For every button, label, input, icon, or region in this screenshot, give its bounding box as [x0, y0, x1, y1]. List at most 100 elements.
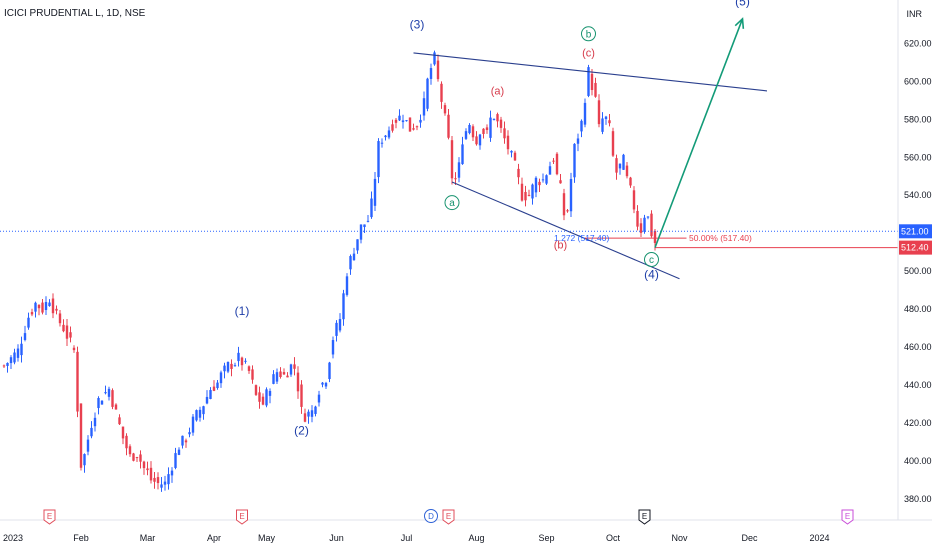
candle-body	[492, 118, 496, 120]
candle-body	[597, 100, 601, 125]
candle-body	[464, 131, 468, 139]
candle-body	[499, 119, 503, 128]
candle-body	[251, 369, 254, 380]
candle-body	[44, 302, 48, 311]
candle-body	[401, 120, 405, 123]
candle-body	[380, 142, 384, 144]
target-arrow-head	[734, 17, 745, 29]
y-tick-label: 620.00	[904, 38, 932, 48]
candle-body	[90, 427, 93, 437]
earnings-marker	[236, 509, 248, 525]
candle-body	[258, 392, 261, 402]
earnings-marker	[442, 509, 455, 525]
candle-body	[296, 372, 300, 392]
x-tick-label: 2024	[809, 533, 829, 543]
earnings-marker	[638, 509, 651, 525]
candle-body	[531, 184, 534, 199]
candle-body	[485, 127, 489, 131]
candle-body	[174, 453, 177, 468]
y-tick-label: 440.00	[904, 380, 932, 390]
wave-label-minor: c	[649, 255, 654, 266]
candle-body	[272, 374, 275, 384]
currency-label: INR	[906, 9, 923, 19]
x-tick-label: Nov	[671, 533, 688, 543]
lower-trendline	[451, 181, 680, 280]
candle-body	[345, 276, 349, 295]
candle-body	[181, 435, 184, 446]
y-tick-label: 540.00	[904, 190, 932, 200]
candle-body	[167, 474, 170, 485]
candle-body	[370, 198, 373, 218]
y-tick-label: 420.00	[904, 418, 932, 428]
candle-body	[76, 351, 79, 412]
event-marker-label: E	[239, 512, 244, 521]
candle-body	[279, 371, 282, 378]
hover-price-value: 521.00	[901, 226, 929, 236]
candle-body	[51, 298, 55, 314]
candle-body	[219, 372, 223, 384]
candle-body	[58, 313, 62, 324]
candle-body	[604, 116, 608, 120]
wave-label-sub: (c)	[582, 48, 595, 60]
candle-body	[468, 125, 471, 134]
candle-body	[237, 352, 240, 362]
event-marker-label: E	[47, 512, 52, 521]
event-marker-label: E	[446, 512, 451, 521]
candle-body	[20, 343, 23, 356]
candle-body	[27, 317, 30, 328]
candle-body	[139, 454, 142, 462]
candle-body	[352, 253, 356, 261]
y-tick-label: 500.00	[904, 266, 932, 276]
candle-body	[37, 304, 41, 309]
candle-body	[146, 468, 149, 471]
x-tick-label: Jul	[401, 533, 413, 543]
candle-body	[559, 180, 562, 184]
candle-body	[471, 126, 475, 138]
candle-body	[580, 120, 583, 132]
candle-body	[188, 432, 191, 435]
candle-body	[132, 453, 135, 461]
candle-body	[142, 461, 146, 469]
candle-body	[394, 119, 398, 123]
candle-body	[573, 143, 576, 178]
candle-body	[205, 396, 209, 404]
wave-label-sub: (b)	[554, 239, 567, 251]
candle-body	[636, 210, 639, 227]
x-tick-label: Sep	[538, 533, 554, 543]
candle-body	[65, 325, 69, 339]
y-axis: 380.00 400.00 420.00 440.00 460.00 480.00 500.…	[897, 0, 932, 520]
candle-body	[377, 141, 380, 178]
candle-body	[356, 239, 359, 251]
x-tick-label: Jun	[329, 533, 344, 543]
x-tick-label: Apr	[207, 533, 221, 543]
candle-body	[240, 357, 244, 366]
candle-body	[156, 477, 160, 484]
candle-body	[475, 136, 478, 145]
candle-body	[209, 390, 212, 399]
candle-body	[611, 131, 615, 156]
x-tick-label: 2023	[3, 533, 23, 543]
earnings-marker	[43, 509, 56, 525]
y-tick-label: 560.00	[904, 152, 932, 162]
candle-body	[244, 360, 247, 362]
x-tick-label: Oct	[606, 533, 621, 543]
candle-body	[310, 410, 314, 417]
candle-body	[153, 477, 156, 482]
x-tick-label: Feb	[73, 533, 89, 543]
candle-body	[366, 220, 370, 222]
candle-body	[594, 82, 597, 97]
last-price-box	[899, 240, 932, 255]
candle-body	[587, 67, 590, 96]
candle-body	[160, 484, 163, 488]
candle-body	[415, 126, 419, 128]
wave-label-major: (2)	[294, 423, 309, 437]
candle-body	[30, 312, 34, 315]
candle-body	[41, 302, 44, 313]
candle-body	[373, 178, 377, 206]
candle-body	[97, 398, 100, 409]
candle-body	[331, 340, 335, 355]
candle-body	[338, 319, 342, 331]
candle-body	[625, 165, 629, 177]
candle-body	[2, 365, 6, 367]
